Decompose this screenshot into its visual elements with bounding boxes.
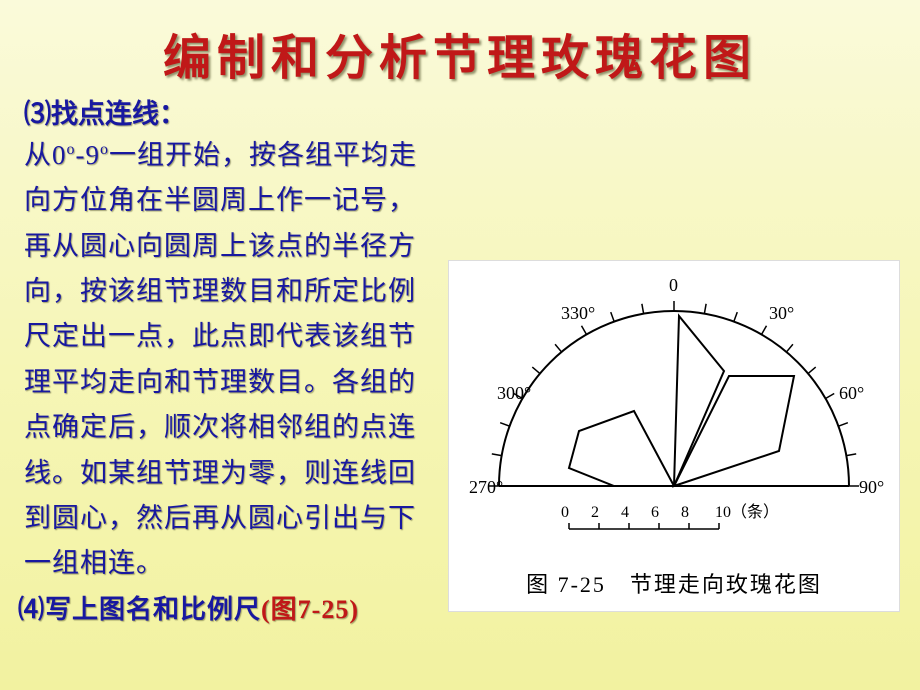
figure-caption: 图 7-25 节理走向玫瑰花图: [449, 567, 899, 599]
body-part3: 一组开始，按各组平均走向方位角在半圆周上作一记号，再从圆心向圆周上该点的半径方向…: [24, 140, 417, 578]
svg-text:6: 6: [651, 504, 659, 521]
svg-text:90°: 90°: [859, 477, 884, 497]
deg-sup-2: o: [100, 141, 109, 158]
svg-text:60°: 60°: [839, 383, 864, 403]
step4-ref: (图7-25): [261, 595, 359, 624]
svg-text:270°: 270°: [469, 477, 503, 497]
step3-heading: ⑶找点连线：: [24, 92, 920, 131]
svg-text:2: 2: [591, 504, 599, 521]
svg-text:4: 4: [621, 504, 629, 521]
svg-text:8: 8: [681, 504, 689, 521]
svg-text:30°: 30°: [769, 303, 794, 323]
step4-text: ⑷写上图名和比例尺: [18, 595, 261, 624]
figure-7-25: 270° 300° 330° 0 30° 60° 90° 0 2 4 6 8 10（条） 图 7-25 …: [448, 260, 900, 612]
svg-text:10（条）: 10（条）: [715, 503, 779, 521]
svg-text:330°: 330°: [561, 303, 595, 323]
rose-diagram-svg: 270° 300° 330° 0 30° 60° 90° 0 2 4 6 8 10（条）: [449, 261, 899, 561]
svg-text:0: 0: [669, 275, 678, 295]
body-part2: -9: [76, 140, 101, 170]
svg-text:0: 0: [561, 504, 569, 521]
page-title: 编制和分析节理玫瑰花图: [0, 0, 920, 88]
step3-body: 从0o-9o一组开始，按各组平均走向方位角在半圆周上作一记号，再从圆心向圆周上该…: [24, 133, 424, 587]
body-part1: 从0: [24, 140, 67, 170]
svg-text:300°: 300°: [497, 383, 531, 403]
deg-sup-1: o: [67, 141, 76, 158]
